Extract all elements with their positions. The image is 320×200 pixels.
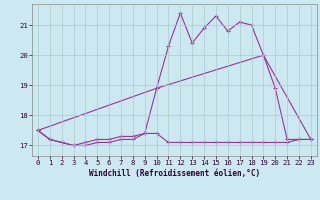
X-axis label: Windchill (Refroidissement éolien,°C): Windchill (Refroidissement éolien,°C)	[89, 169, 260, 178]
